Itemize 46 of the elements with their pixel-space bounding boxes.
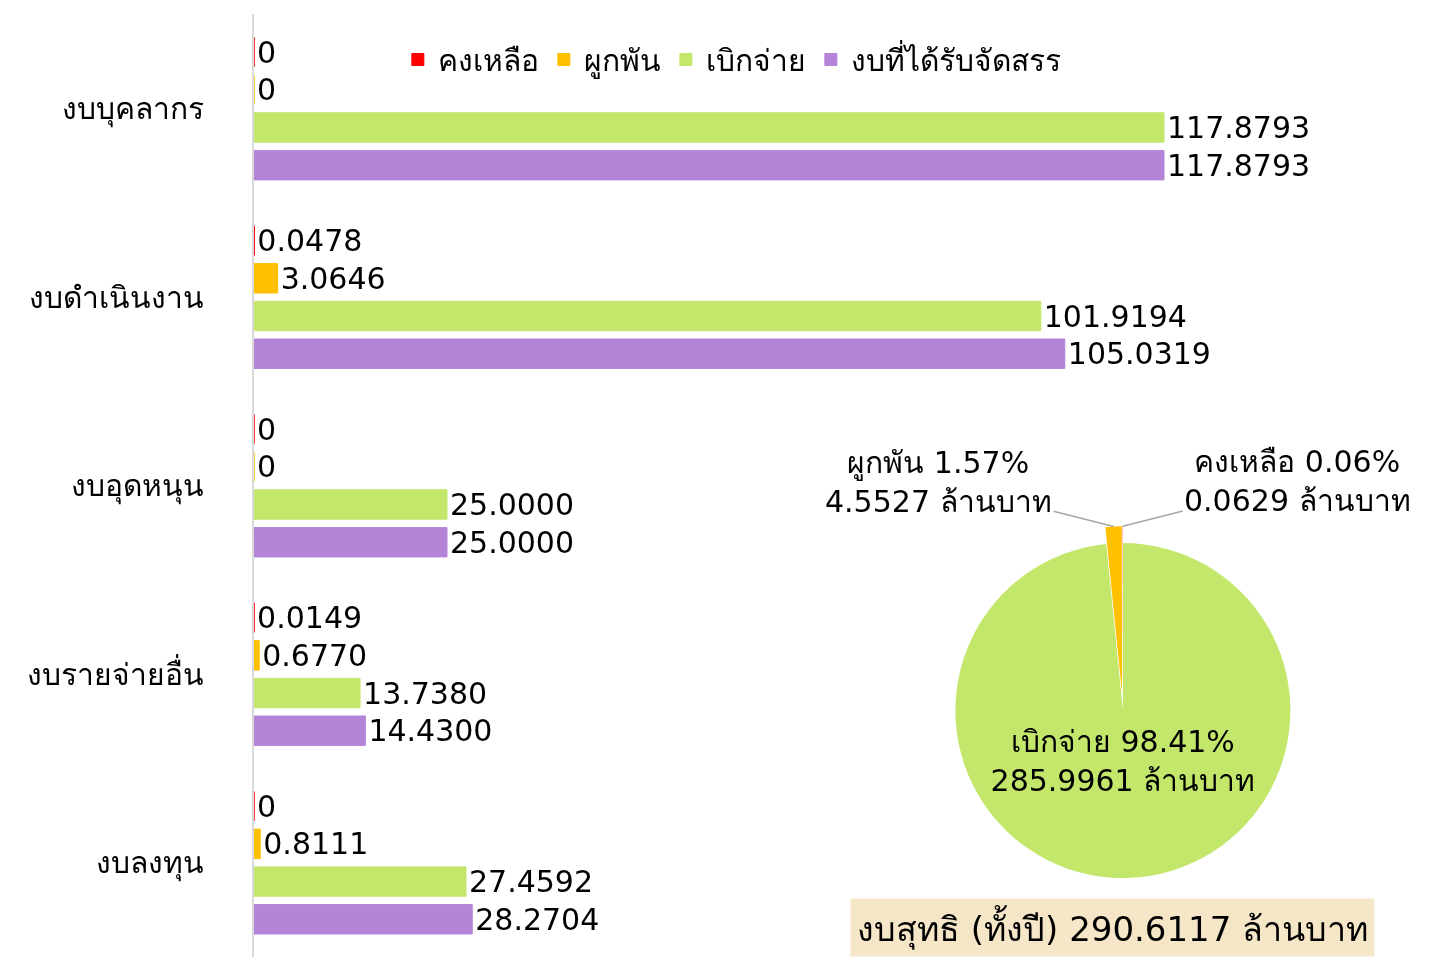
legend-label: งบที่ได้รับจัดสรร	[850, 40, 1061, 79]
y-tick-label: งบดำเนินงาน	[28, 279, 204, 315]
data-label: 27.4592	[468, 864, 594, 900]
y-tick-label: งบบุคลากร	[61, 91, 204, 129]
data-label: 0	[256, 411, 277, 447]
data-label: 0	[256, 72, 277, 108]
data-label: 101.9194	[1043, 298, 1187, 334]
data-label: 0.6770	[262, 637, 368, 673]
legend-label: เบิกจ่าย	[705, 43, 806, 79]
bar	[253, 300, 1042, 332]
bar	[253, 263, 279, 294]
slice-label: ผูกพัน 1.57% 4.5527 ล้านบาท	[825, 445, 1052, 519]
data-label: 13.7380	[363, 675, 488, 711]
data-label: 3.0646	[280, 260, 386, 296]
data-label: 25.0000	[449, 487, 575, 523]
data-label: 14.4300	[368, 713, 493, 749]
y-tick-label: งบลงทุน	[95, 845, 204, 883]
legend-label: คงเหลือ	[437, 43, 539, 79]
data-label: 117.8793	[1166, 147, 1311, 183]
data-label: 0.0149	[257, 600, 363, 636]
data-label: 25.0000	[449, 524, 575, 560]
data-label: 0	[256, 449, 277, 485]
bar	[253, 640, 260, 671]
y-tick-label: งบอุดหนุน	[70, 468, 204, 506]
annotation: งบสุทธิ (ทั้งปี) 290.6117 ล้านบาท	[857, 905, 1369, 950]
data-label: 105.0319	[1067, 336, 1211, 372]
bar	[253, 489, 448, 520]
data-label: 117.8793	[1166, 109, 1311, 145]
bar	[253, 527, 448, 558]
y-tick-label: งบรายจ่ายอื่น	[26, 653, 204, 692]
bar	[253, 338, 1066, 369]
bar	[253, 866, 467, 897]
data-label: 0.8111	[263, 826, 369, 862]
bar	[253, 904, 473, 935]
legend-label: ผูกพัน	[583, 43, 661, 80]
data-label: 28.2704	[475, 901, 600, 937]
bar	[253, 112, 1165, 143]
data-label: 0	[256, 788, 277, 824]
bar	[253, 677, 361, 709]
data-label: 0.0478	[257, 223, 363, 259]
bar	[253, 828, 261, 860]
slice-label: เบิกจ่าย 98.41% 285.9961 ล้านบาท	[990, 724, 1256, 799]
slice-label: คงเหลือ 0.06% 0.0629 ล้านบาท	[1184, 444, 1411, 518]
data-label: 0	[256, 34, 277, 70]
bar	[253, 715, 366, 746]
bar	[253, 149, 1165, 181]
